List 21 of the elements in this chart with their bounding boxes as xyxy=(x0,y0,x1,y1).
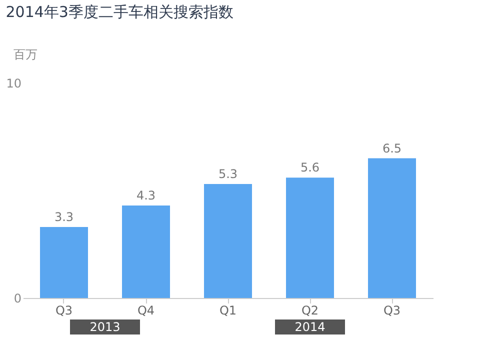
bar xyxy=(40,227,88,298)
x-tick-label: Q3 xyxy=(383,304,401,318)
data-label: 6.5 xyxy=(382,141,402,156)
y-tick-label: 10 xyxy=(6,76,22,90)
x-tick-label: Q4 xyxy=(137,304,155,318)
y-axis-title: 百万 xyxy=(14,48,38,62)
x-tick-label: Q3 xyxy=(55,304,73,318)
x-tick-label: Q1 xyxy=(219,304,237,318)
data-label: 3.3 xyxy=(54,210,74,224)
data-label: 5.6 xyxy=(300,160,320,175)
bar xyxy=(122,206,170,298)
data-label: 4.3 xyxy=(136,188,156,203)
text: 2014 xyxy=(294,320,326,334)
chart-title: 2014年3季度二手车相关搜索指数 xyxy=(6,3,234,21)
bar xyxy=(204,184,252,298)
bar xyxy=(368,158,416,298)
data-label: 5.3 xyxy=(218,167,238,182)
x-tick-label: Q2 xyxy=(301,304,319,318)
text: 2013 xyxy=(90,320,120,334)
bar xyxy=(286,178,334,298)
y-tick-label: 0 xyxy=(14,292,22,306)
